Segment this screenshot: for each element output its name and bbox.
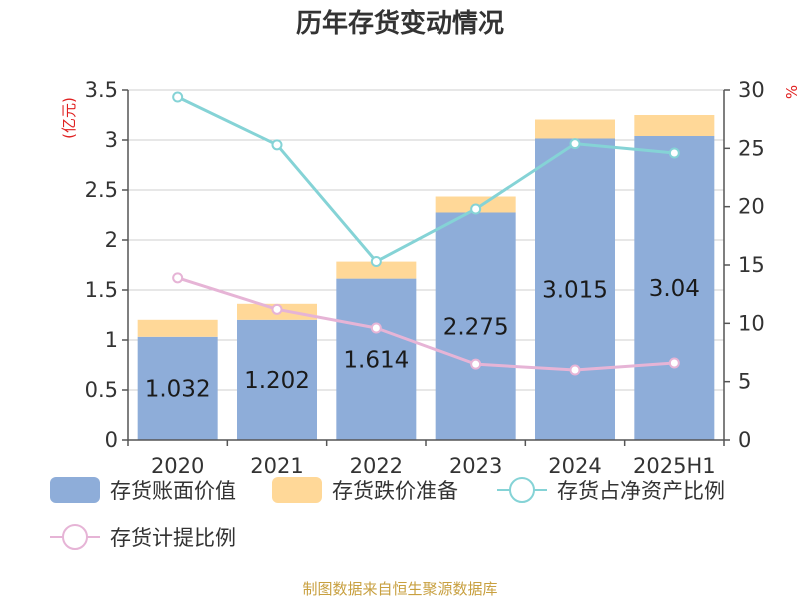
provision-ratio-point (668, 357, 680, 369)
left-tick-label: 2.5 (85, 178, 118, 202)
net-asset-ratio-point (172, 91, 184, 103)
net-asset-ratio-point (370, 256, 382, 267)
bar-impairment (535, 119, 615, 139)
bar-impairment (336, 261, 417, 279)
provision-ratio-point (370, 322, 382, 334)
x-tick-label: 2021 (250, 454, 303, 478)
net-asset-ratio-point (470, 203, 482, 215)
net-asset-ratio-point (569, 138, 581, 150)
net-asset-ratio-line (177, 95, 675, 264)
series-lines (172, 91, 680, 376)
provision-ratio-point (271, 303, 283, 315)
bar-labels: 1.032 1.202 1.614 2.275 3.015 3.04 (145, 276, 700, 402)
right-tick-label: 25 (738, 136, 765, 160)
legend-provision-ratio-swatch-marker (62, 524, 88, 550)
bar-book-value (137, 336, 218, 440)
bar-value-label: 1.032 (145, 376, 211, 402)
bar-value-label: 3.015 (542, 277, 608, 303)
right-axis-unit: % (783, 85, 800, 99)
legend-book-value-swatch (50, 477, 100, 503)
axes: 0 0.5 1 1.5 2 2.5 3 3.5 0 5 10 15 20 25 30 2020 2021 2022… (85, 78, 765, 478)
bar-book-value (535, 138, 615, 440)
left-tick-label: 3.5 (85, 78, 118, 102)
left-tick-label: 3 (105, 128, 118, 152)
legend-book-value-label: 存货账面价值 (110, 479, 236, 503)
left-tick-label: 0 (105, 428, 118, 452)
data-source: 制图数据来自恒生聚源数据库 (302, 580, 497, 598)
provision-ratio-line (177, 276, 675, 372)
bar-impairment (634, 115, 715, 136)
bar-impairment (137, 319, 218, 337)
left-tick-label: 2 (105, 228, 118, 252)
right-tick-label: 5 (738, 370, 751, 394)
x-tick-label: 2023 (449, 454, 502, 478)
right-tick-label: 15 (738, 253, 765, 277)
legend-net-asset-ratio-swatch-marker (509, 477, 535, 503)
provision-ratio-point (172, 272, 184, 284)
legend-impairment-swatch (272, 477, 322, 503)
bar-book-value (634, 136, 715, 440)
bar-book-value (336, 278, 417, 440)
x-tick-label: 2024 (548, 454, 601, 478)
net-asset-ratio-point (668, 147, 680, 159)
right-tick-label: 10 (738, 311, 765, 335)
bars (137, 115, 715, 440)
provision-ratio-point (569, 364, 581, 376)
bar-value-label: 1.202 (244, 368, 310, 394)
x-tick-label: 2025H1 (633, 454, 716, 478)
legend-provision-ratio-label: 存货计提比例 (110, 526, 236, 550)
left-tick-label: 0.5 (85, 378, 118, 402)
chart-title: 历年存货变动情况 (296, 8, 504, 39)
bar-book-value (237, 319, 317, 440)
bar-value-label: 2.275 (443, 314, 509, 340)
net-asset-ratio-point (271, 139, 283, 151)
legend-net-asset-ratio-label: 存货占净资产比例 (557, 479, 725, 503)
left-tick-label: 1.5 (85, 278, 118, 302)
x-tick-label: 2022 (350, 454, 403, 478)
right-tick-label: 0 (738, 428, 751, 452)
left-axis-unit: (亿元) (60, 97, 78, 139)
bar-value-label: 1.614 (343, 347, 409, 373)
left-tick-label: 1 (105, 328, 118, 352)
x-tick-label: 2020 (151, 454, 204, 478)
provision-ratio-point (470, 358, 482, 370)
gridlines (128, 89, 724, 441)
right-tick-label: 30 (738, 78, 765, 102)
legend-impairment-label: 存货跌价准备 (332, 479, 458, 503)
bar-value-label: 3.04 (649, 276, 700, 302)
bar-book-value (435, 212, 516, 440)
right-tick-label: 20 (738, 195, 765, 219)
